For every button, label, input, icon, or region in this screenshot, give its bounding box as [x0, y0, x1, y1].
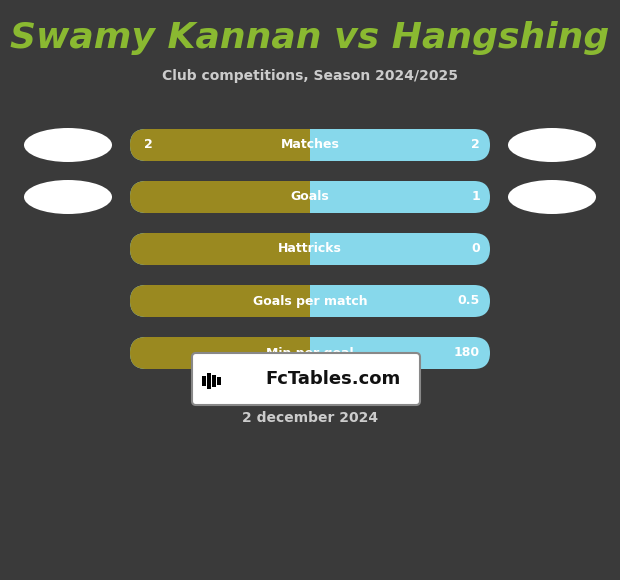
Ellipse shape [24, 128, 112, 162]
Bar [294, 285, 310, 317]
Ellipse shape [508, 180, 596, 214]
Text: Goals per match: Goals per match [253, 295, 367, 307]
FancyBboxPatch shape [130, 129, 490, 161]
Text: Club competitions, Season 2024/2025: Club competitions, Season 2024/2025 [162, 69, 458, 83]
FancyBboxPatch shape [130, 233, 490, 265]
FancyBboxPatch shape [130, 233, 310, 265]
Ellipse shape [508, 128, 596, 162]
Bar [294, 233, 310, 265]
Text: FcTables.com: FcTables.com [266, 370, 401, 388]
Text: Min per goal: Min per goal [266, 346, 354, 360]
FancyBboxPatch shape [130, 337, 310, 369]
Ellipse shape [24, 180, 112, 214]
Bar [212, 375, 216, 387]
FancyBboxPatch shape [130, 285, 490, 317]
Bar [294, 181, 310, 213]
FancyBboxPatch shape [130, 285, 310, 317]
Text: 0: 0 [471, 242, 480, 256]
Text: Hattricks: Hattricks [278, 242, 342, 256]
Text: 0.5: 0.5 [458, 295, 480, 307]
Text: 2: 2 [471, 139, 480, 151]
Text: 180: 180 [454, 346, 480, 360]
FancyBboxPatch shape [130, 337, 490, 369]
Text: 2: 2 [144, 139, 153, 151]
Bar [207, 373, 211, 389]
Text: 2 december 2024: 2 december 2024 [242, 411, 378, 425]
Bar [217, 377, 221, 385]
Text: 1: 1 [471, 190, 480, 204]
Bar [294, 337, 310, 369]
FancyBboxPatch shape [130, 181, 490, 213]
Text: Matches: Matches [281, 139, 339, 151]
FancyBboxPatch shape [192, 353, 420, 405]
FancyBboxPatch shape [130, 181, 310, 213]
Bar [202, 376, 206, 386]
Text: Goals: Goals [291, 190, 329, 204]
FancyBboxPatch shape [130, 129, 310, 161]
Bar [294, 129, 310, 161]
Text: Swamy Kannan vs Hangshing: Swamy Kannan vs Hangshing [11, 21, 609, 55]
